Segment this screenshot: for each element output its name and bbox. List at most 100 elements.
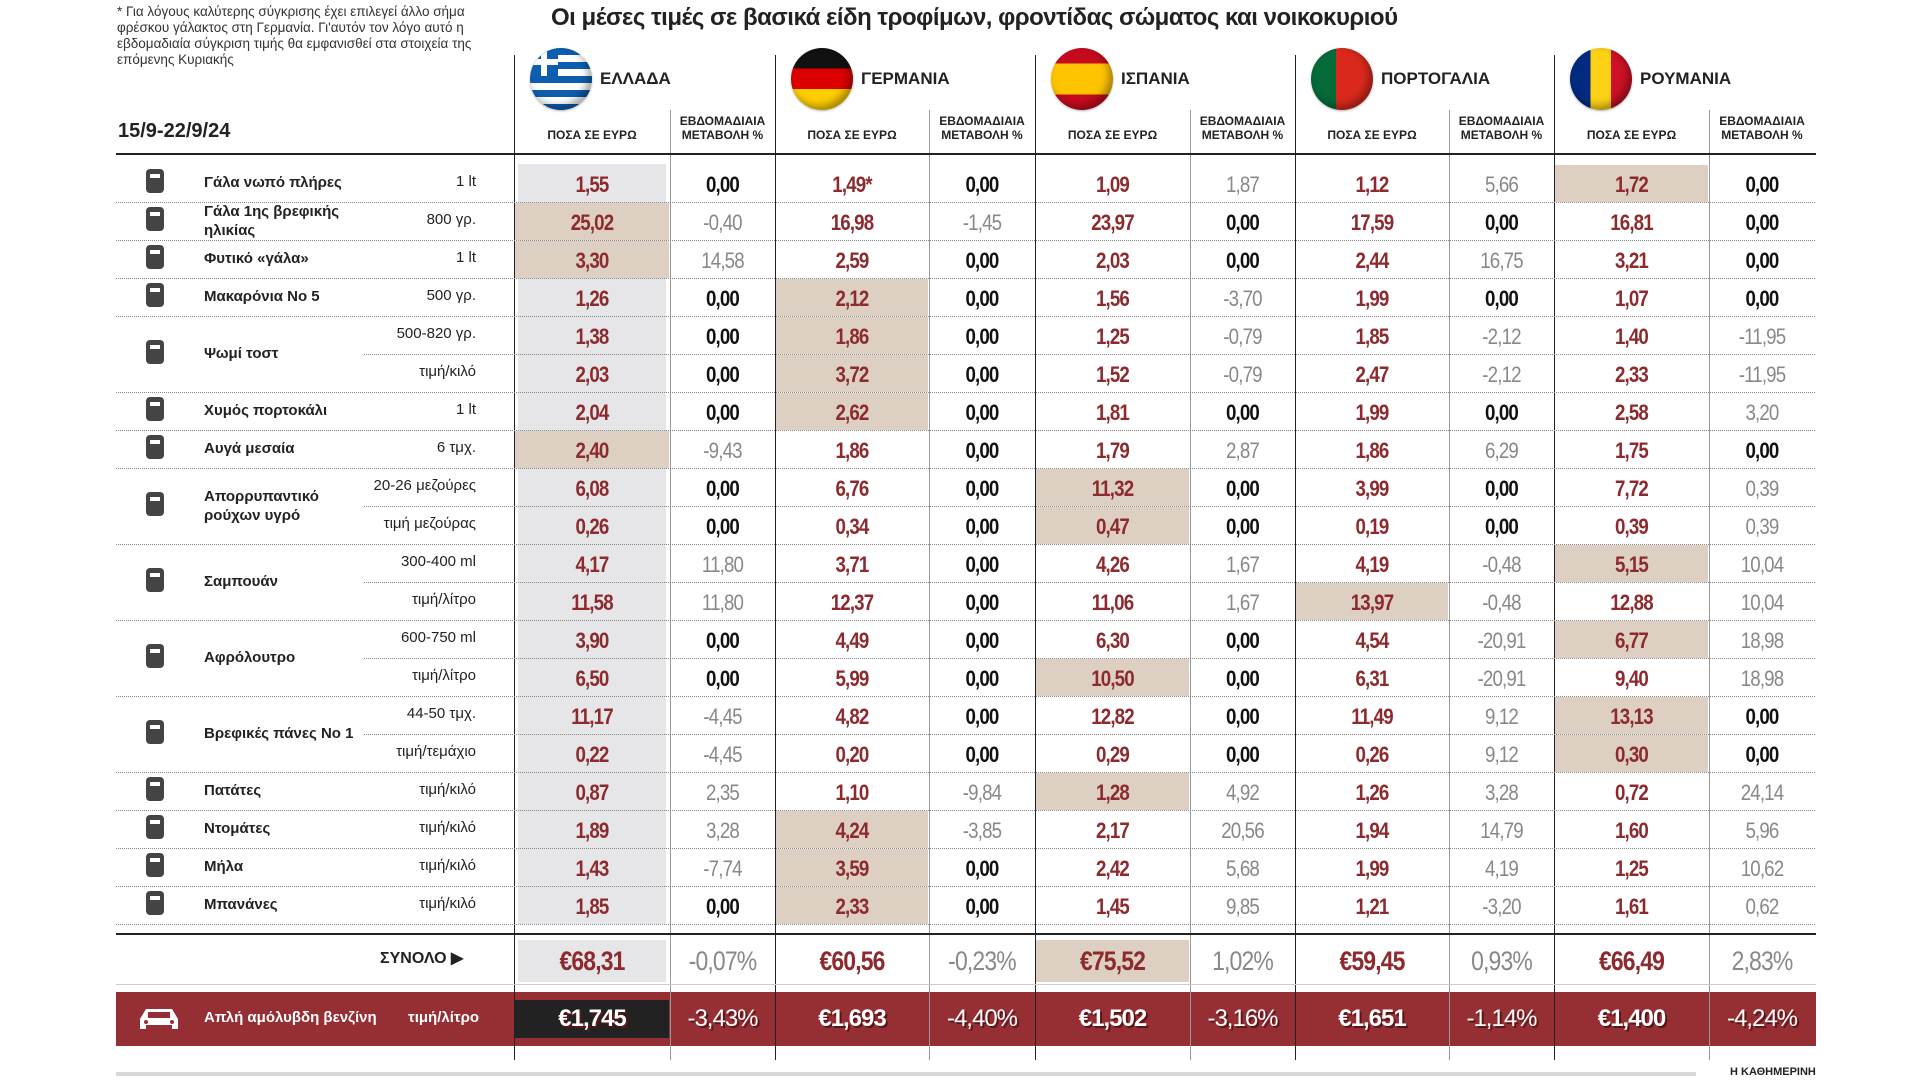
change-cell: -3,20 bbox=[1482, 894, 1521, 919]
price-column-header: ΠΟΣΑ ΣΕ ΕΥΡΩ bbox=[1067, 128, 1158, 142]
total-change-cell: 0,93% bbox=[1471, 945, 1533, 976]
item-unit: 44-50 τμχ. bbox=[406, 705, 476, 722]
price-cell: 6,76 bbox=[835, 476, 869, 501]
price-cell: 4,54 bbox=[1355, 628, 1389, 653]
change-cell: 0,00 bbox=[1745, 210, 1779, 235]
item-label: Χυμός πορτοκάλι bbox=[204, 402, 328, 419]
change-cell: 0,00 bbox=[1745, 704, 1779, 729]
arrow-right-icon: ▶ bbox=[450, 950, 464, 967]
petrol-change-cell: -3,43% bbox=[687, 1005, 758, 1032]
country-name: ΕΛΛΑΔΑ bbox=[600, 69, 671, 88]
change-cell: 14,79 bbox=[1480, 818, 1523, 843]
total-price-cell: €59,45 bbox=[1339, 945, 1405, 976]
item-unit: τιμή μεζούρας bbox=[383, 515, 476, 532]
price-cell: 3,59 bbox=[835, 856, 869, 881]
price-cell: 11,58 bbox=[571, 590, 613, 615]
price-cell: 4,19 bbox=[1355, 552, 1389, 577]
price-cell: 5,15 bbox=[1614, 552, 1649, 577]
change-cell: 0,00 bbox=[705, 894, 740, 919]
price-cell: 1,07 bbox=[1614, 286, 1649, 311]
bread-icon bbox=[138, 337, 172, 367]
country-name: ΙΣΠΑΝΙΑ bbox=[1121, 69, 1190, 88]
item-label: Μακαρόνια Νο 5 bbox=[204, 288, 320, 305]
price-cell: 2,04 bbox=[575, 400, 609, 425]
change-cell: -20,91 bbox=[1477, 628, 1527, 653]
change-cell: 0,00 bbox=[1225, 514, 1260, 539]
price-column-header: ΠΟΣΑ ΣΕ ΕΥΡΩ bbox=[807, 128, 897, 142]
row-separator bbox=[116, 696, 1815, 697]
row-separator bbox=[364, 582, 1815, 583]
change-cell: 10,62 bbox=[1740, 856, 1784, 881]
change-cell: 0,00 bbox=[965, 628, 999, 653]
change-cell: 0,00 bbox=[965, 514, 999, 539]
change-cell: 3,28 bbox=[1484, 780, 1519, 805]
change-cell: 1,67 bbox=[1225, 590, 1260, 615]
highlight-cell bbox=[1296, 583, 1448, 620]
price-cell: 1,40 bbox=[1614, 324, 1649, 349]
price-cell: 2,03 bbox=[575, 362, 609, 387]
country-name: ΠΟΡΤΟΓΑΛΙΑ bbox=[1381, 69, 1491, 88]
change-cell: 0,00 bbox=[1484, 514, 1519, 539]
change-column-header: ΕΒΔΟΜΑΔΙΑΙΑ ΜΕΤΑΒΟΛΗ % bbox=[1199, 114, 1286, 142]
car-icon bbox=[140, 1009, 178, 1029]
price-cell: 1,86 bbox=[1355, 438, 1389, 463]
change-cell: 0,00 bbox=[1745, 438, 1779, 463]
item-label: Αυγά μεσαία bbox=[204, 440, 295, 457]
change-cell: -9,43 bbox=[703, 438, 742, 463]
price-column-header: ΠΟΣΑ ΣΕ ΕΥΡΩ bbox=[1327, 128, 1417, 142]
change-column-header: ΕΒΔΟΜΑΔΙΑΙΑ ΜΕΤΑΒΟΛΗ % bbox=[1458, 114, 1545, 142]
highlight-cell bbox=[1555, 735, 1708, 772]
row-separator bbox=[116, 620, 1815, 621]
price-cell: 1,85 bbox=[1355, 324, 1389, 349]
diaper-icon bbox=[138, 717, 172, 747]
change-cell: 1,67 bbox=[1225, 552, 1260, 577]
portugal-flag bbox=[1311, 48, 1373, 110]
row-separator bbox=[116, 886, 1815, 887]
column-divider bbox=[1295, 55, 1296, 1060]
item-label: Μήλα bbox=[204, 858, 244, 875]
petrol-change-cell: -4,24% bbox=[1726, 1005, 1798, 1032]
item-unit: 20-26 μεζούρες bbox=[373, 477, 476, 494]
item-unit: 1 lt bbox=[455, 249, 476, 266]
change-column-header: ΕΒΔΟΜΑΔΙΑΙΑ ΜΕΤΑΒΟΛΗ % bbox=[1719, 114, 1805, 142]
change-cell: -3,70 bbox=[1223, 286, 1262, 311]
change-cell: 0,00 bbox=[1745, 742, 1779, 767]
price-cell: 1,61 bbox=[1614, 894, 1649, 919]
price-column-header: ΠΟΣΑ ΣΕ ΕΥΡΩ bbox=[547, 128, 637, 142]
chart-title: Οι μέσες τιμές σε βασικά είδη τροφίμων, … bbox=[551, 4, 1398, 31]
item-label: Πατάτες bbox=[204, 782, 262, 799]
change-cell: 0,00 bbox=[1745, 172, 1779, 197]
change-cell: -3,85 bbox=[962, 818, 1002, 843]
total-change-cell: -0,23% bbox=[948, 945, 1016, 976]
row-separator bbox=[116, 772, 1815, 773]
change-cell: 0,00 bbox=[965, 666, 999, 691]
price-cell: 1,09 bbox=[1095, 172, 1130, 197]
change-cell: 0,00 bbox=[1484, 210, 1519, 235]
banana-icon bbox=[138, 888, 172, 918]
price-cell: 25,02 bbox=[570, 210, 614, 235]
apple-icon bbox=[138, 850, 172, 880]
change-cell: 0,00 bbox=[965, 552, 999, 577]
change-cell: 14,58 bbox=[701, 248, 744, 273]
price-cell: 1,79 bbox=[1095, 438, 1130, 463]
change-cell: -2,12 bbox=[1482, 362, 1521, 387]
price-cell: 6,31 bbox=[1355, 666, 1389, 691]
footer-bar bbox=[116, 1072, 1696, 1076]
change-cell: 1,87 bbox=[1225, 172, 1260, 197]
item-label: Απορρυπαντικό ρούχων υγρό bbox=[204, 488, 319, 524]
detergent-icon bbox=[138, 489, 172, 519]
change-cell: 0,39 bbox=[1745, 476, 1779, 501]
change-cell: 0,00 bbox=[1745, 248, 1779, 273]
change-cell: 11,80 bbox=[701, 590, 744, 615]
price-cell: 1,38 bbox=[575, 324, 609, 349]
highlight-cell bbox=[776, 393, 928, 430]
item-unit: τιμή/κιλό bbox=[419, 819, 476, 836]
item-unit: 6 τμχ. bbox=[436, 439, 476, 456]
item-unit: 800 γρ. bbox=[426, 211, 476, 228]
item-label: Σαμπουάν bbox=[204, 573, 278, 590]
item-label: Γάλα 1ης βρεφικής ηλικίας bbox=[204, 203, 340, 239]
change-cell: -2,12 bbox=[1482, 324, 1521, 349]
price-cell: 2,40 bbox=[575, 438, 609, 463]
price-cell: 0,26 bbox=[1355, 742, 1389, 767]
